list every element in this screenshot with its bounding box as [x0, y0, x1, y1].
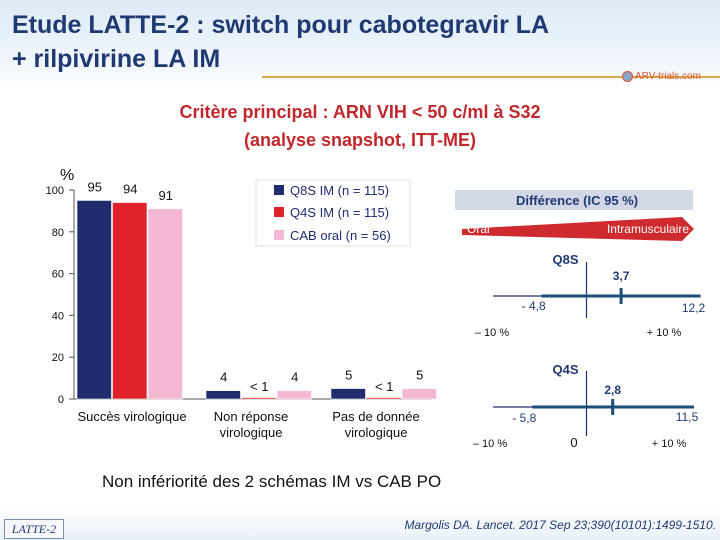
- logo-text: ARV-trials.com: [635, 71, 701, 83]
- chart-subtitle: Critère principal : ARN VIH < 50 c/ml à …: [60, 98, 660, 154]
- bar: [366, 397, 402, 400]
- subtitle-line-2: (analyse snapshot, ITT-ME): [243, 130, 477, 150]
- forest-upper-label: 12,2: [682, 301, 706, 315]
- subtitle-line-1: Critère principal : ARN VIH < 50 c/ml à …: [179, 102, 541, 122]
- forest-axis-min-label: – 10 %: [473, 438, 507, 450]
- bar: [330, 388, 366, 400]
- bar: [241, 397, 277, 400]
- legend-label-cab: CAB oral (n = 56): [290, 228, 391, 243]
- forest-direction-arrow: [462, 217, 694, 241]
- forest-header-bar: [455, 190, 693, 210]
- forest-row-label: Q8S: [552, 252, 578, 267]
- forest-header: Différence (IC 95 %): [516, 193, 638, 208]
- bar-legend: Q8S IM (n = 115) Q4S IM (n = 115) CAB or…: [255, 179, 411, 247]
- x-category-label: Succès virologique: [77, 409, 186, 424]
- bar-y-ticks: 0 20 40 60 80 100: [46, 185, 74, 406]
- forest-plot: Q8S 3,7 - 4,8 12,2 Q4S 2,8 - 5,8 11,5 – 10 % + 10…: [473, 252, 706, 450]
- bar: [112, 202, 148, 400]
- bar: [205, 390, 241, 400]
- forest-estimate-label: 3,7: [613, 269, 630, 283]
- legend-label-q4s: Q4S IM (n = 115): [290, 205, 389, 220]
- conclusion-text: Non infériorité des 2 schémas IM vs CAB …: [102, 472, 442, 491]
- bar: [76, 200, 112, 400]
- y-axis-unit: %: [60, 167, 74, 184]
- brand-logo: ARV-trials.com: [622, 71, 701, 82]
- bar-categories: Succès virologique Non réponsevirologique…: [77, 409, 419, 440]
- logo-icon: [622, 71, 633, 82]
- header-band: [0, 0, 720, 88]
- legend-swatch-q8s: [274, 185, 284, 195]
- legend-swatch-q4s: [274, 207, 284, 217]
- forest-axis-max-label: + 10 %: [647, 327, 682, 339]
- bar: [401, 388, 437, 400]
- y-tick-label: 20: [52, 352, 64, 364]
- legend-label-q8s: Q8S IM (n = 115): [290, 183, 389, 198]
- forest-lower-label: - 4,8: [522, 299, 546, 313]
- study-badge: LATTE-2: [4, 519, 64, 539]
- x-category-label: virologique: [345, 425, 408, 440]
- y-tick-label: 80: [52, 227, 64, 239]
- legend-swatch-cab: [274, 230, 284, 240]
- forest-lower-label: - 5,8: [512, 411, 536, 425]
- forest-axis-zero-label: 0: [570, 435, 577, 450]
- data-label: 5: [345, 368, 352, 383]
- data-label: 5: [416, 368, 423, 383]
- y-tick-label: 100: [46, 185, 64, 197]
- forest-right-label: Intramusculaire: [607, 222, 689, 236]
- citation: Margolis DA. Lancet. 2017 Sep 23;390(101…: [404, 518, 716, 532]
- data-label: 95: [88, 179, 102, 194]
- title-divider: [262, 76, 720, 78]
- x-category-label: virologique: [220, 425, 283, 440]
- bar: [147, 208, 183, 400]
- forest-upper-label: 11,5: [676, 410, 699, 424]
- forest-axis-min-label: – 10 %: [475, 327, 509, 339]
- bar: [276, 390, 312, 400]
- data-label: 91: [159, 188, 173, 203]
- footer-band: [0, 508, 720, 540]
- forest-estimate-label: 2,8: [604, 383, 621, 397]
- forest-axis-max-label: + 10 %: [652, 438, 687, 450]
- y-tick-label: 0: [58, 394, 64, 406]
- data-label: < 1: [375, 379, 393, 394]
- title-line-1: Etude LATTE-2 : switch pour cabotegravir…: [12, 11, 550, 39]
- data-label: 4: [291, 370, 298, 385]
- data-label: 4: [220, 370, 227, 385]
- data-label: < 1: [250, 379, 268, 394]
- y-tick-label: 60: [52, 269, 64, 281]
- forest-left-label: Oral: [467, 222, 490, 236]
- data-label: 94: [123, 182, 137, 197]
- x-category-label: Non réponse: [214, 409, 288, 424]
- page-title: Etude LATTE-2 : switch pour cabotegravir…: [12, 8, 652, 76]
- forest-row-label: Q4S: [552, 362, 578, 377]
- x-category-label: Pas de donnée: [332, 409, 419, 424]
- y-tick-label: 40: [52, 310, 64, 322]
- bar-series: 95 4 5 94 < 1 < 1 91 4 5: [76, 179, 437, 400]
- title-line-2: + rilpivirine LA IM: [12, 45, 221, 73]
